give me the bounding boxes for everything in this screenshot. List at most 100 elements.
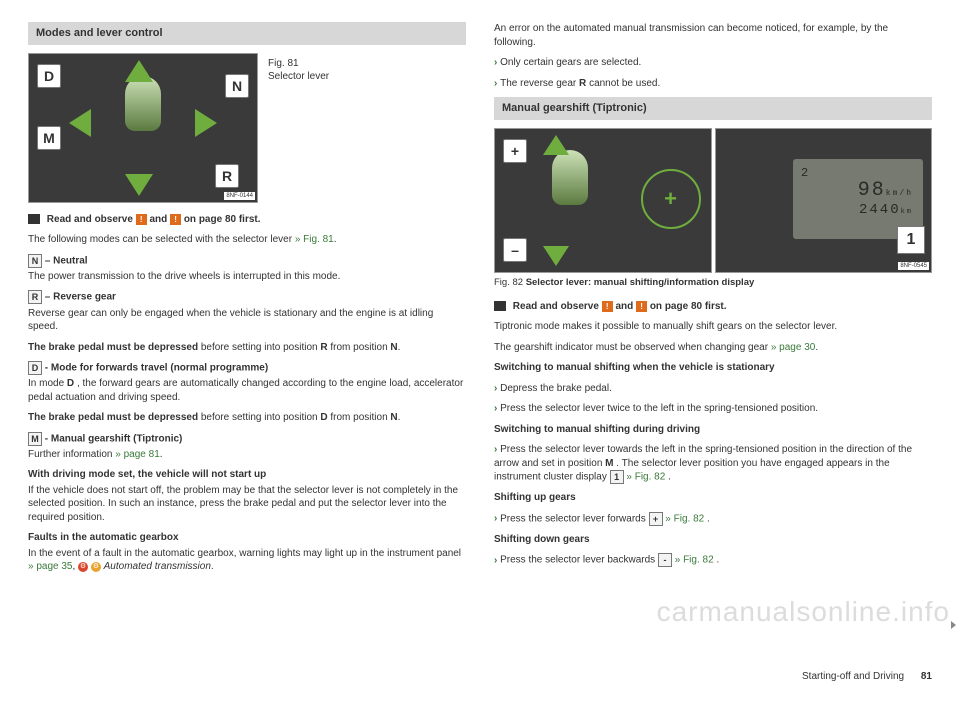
letter-N: N <box>225 74 249 98</box>
mode-R-body: Reverse gear can only be engaged when th… <box>28 307 466 334</box>
shift-up-b1-box: + <box>649 512 663 526</box>
error-b2-pre: The reverse gear <box>500 78 579 89</box>
mode-R-head: R – Reverse gear <box>28 290 466 304</box>
warn-icon-4: ! <box>636 301 647 312</box>
faults-link: » page 35 <box>28 561 73 572</box>
mode-D-title: - Mode for forwards travel (normal progr… <box>45 363 268 374</box>
mode-M-head: M - Manual gearshift (Tiptronic) <box>28 432 466 446</box>
letter-R: R <box>215 164 239 188</box>
mode-D-body-letter: D <box>67 378 74 389</box>
intro-para: The following modes can be selected with… <box>28 233 466 247</box>
brake-R-pre: The brake pedal must be depressed <box>28 342 198 353</box>
speed-unit: km/h <box>886 189 913 198</box>
sw-stationary-b2: Press the selector lever twice to the le… <box>494 402 932 416</box>
odo-val: 2440 <box>859 202 901 218</box>
brake-D: The brake pedal must be depressed before… <box>28 411 466 425</box>
sw-driving-b1: Press the selector lever towards the lef… <box>494 443 932 484</box>
plus-inside-circle: + <box>664 184 677 214</box>
left-column: Modes and lever control D N M R 8NF-0144… <box>28 22 466 581</box>
intro-text: The following modes can be selected with… <box>28 234 295 245</box>
mode-M-body-pre: Further information <box>28 449 115 460</box>
brake-R-end: from position <box>330 342 390 353</box>
ro-mid-r: and <box>615 301 636 312</box>
warn-icon-2: ! <box>170 214 181 225</box>
mode-R-title: – Reverse gear <box>45 292 116 303</box>
continue-triangle-icon <box>951 621 956 629</box>
faults-body-pre: In the event of a fault in the automatic… <box>28 548 461 559</box>
fig81-block: D N M R 8NF-0144 Fig. 81 Selector lever <box>28 53 466 203</box>
sw-driving-b1-box: 1 <box>610 470 624 484</box>
brake-D-end2: N <box>390 412 397 423</box>
read-observe-right: Read and observe ! and ! on page 80 firs… <box>494 300 932 314</box>
shift-up-b1-pre: Press the selector lever forwards <box>500 513 648 524</box>
section-header-modes: Modes and lever control <box>28 22 466 45</box>
error-b2-post: cannot be used. <box>589 78 660 89</box>
faults-title: Faults in the automatic gearbox <box>28 532 179 543</box>
brake-R-post: before setting into position <box>201 342 321 353</box>
odo-display: 2440km <box>859 201 913 220</box>
faults-body: In the event of a fault in the automatic… <box>28 547 466 574</box>
sw-stationary-title: Switching to manual shifting when the ve… <box>494 361 932 375</box>
mode-box-N: N <box>28 254 42 268</box>
mode-N-head: N – Neutral <box>28 254 466 268</box>
fig82-caption-text: Selector lever: manual shifting/informat… <box>526 277 755 288</box>
shift-down-b1-link: » Fig. 82 <box>675 555 717 566</box>
arrow-up-icon-2 <box>543 135 569 155</box>
brake-D-pre: The brake pedal must be depressed <box>28 412 198 423</box>
mode-M-body: Further information » page 81. <box>28 448 466 462</box>
brake-D-letter: D <box>320 412 327 423</box>
arrow-down-icon <box>125 174 153 196</box>
fig82-block: + – + 2 98km/h 2440km 1 <box>494 128 932 273</box>
mode-N-body: The power transmission to the drive whee… <box>28 270 466 284</box>
tip-intro: Tiptronic mode makes it possible to manu… <box>494 320 932 334</box>
mode-N-title: – Neutral <box>45 255 88 266</box>
page: Modes and lever control D N M R 8NF-0144… <box>0 0 960 581</box>
mode-D-body: In mode D , the forward gears are automa… <box>28 377 466 404</box>
watermark: carmanualsonline.info <box>657 593 950 631</box>
gear-ind-link: » page 30 <box>771 342 816 353</box>
minus-box: – <box>503 238 527 262</box>
brake-R-end2: N <box>390 342 397 353</box>
fig82-caption: Fig. 82 Selector lever: manual shifting/… <box>494 277 932 290</box>
mode-box-D: D <box>28 361 42 375</box>
odo-unit: km <box>901 208 913 216</box>
nostart-title: With driving mode set, the vehicle will … <box>28 469 266 480</box>
lever-knob-graphic <box>125 76 161 131</box>
circle-highlight-icon: + <box>641 169 701 229</box>
letter-M: M <box>37 126 61 150</box>
fig81-code: 8NF-0144 <box>224 192 255 200</box>
lever-knob-graphic-2 <box>552 150 588 205</box>
error-intro: An error on the automated manual transmi… <box>494 22 932 49</box>
gear-ind-pre: The gearshift indicator must be observed… <box>494 342 771 353</box>
faults-end: Automated transmission <box>104 561 211 572</box>
warn-circle-red-icon: ⚙ <box>78 562 88 572</box>
mode-D-head: D - Mode for forwards travel (normal pro… <box>28 361 466 375</box>
sw-driving-title: Switching to manual shifting during driv… <box>494 423 932 437</box>
mode-M-link: » page 81 <box>115 449 160 460</box>
one-box: 1 <box>897 226 925 254</box>
sw-stationary-b1: Depress the brake pedal. <box>494 382 932 396</box>
shift-up-title: Shifting up gears <box>494 491 932 505</box>
error-b1: Only certain gears are selected. <box>494 56 932 70</box>
footer-page: 81 <box>921 671 932 682</box>
mode-M-title: - Manual gearshift (Tiptronic) <box>45 433 183 444</box>
fig82-code: 8NF-0545 <box>898 262 929 270</box>
sw-driving-b1-link: » Fig. 82 <box>626 472 668 483</box>
brake-R-letter: R <box>320 342 327 353</box>
arrow-up-icon <box>125 60 153 82</box>
shift-down-b1: Press the selector lever backwards - » F… <box>494 553 932 567</box>
speed-val: 98 <box>858 179 886 202</box>
shift-up-b1-link: » Fig. 82 <box>665 513 707 524</box>
fig81-num: Fig. 81 <box>268 58 299 69</box>
shift-down-title: Shifting down gears <box>494 533 932 547</box>
warn-icon-3: ! <box>602 301 613 312</box>
shift-down-b1-pre: Press the selector lever backwards <box>500 555 658 566</box>
speed-display: 98km/h <box>858 177 913 204</box>
brake-D-post: before setting into position <box>201 412 321 423</box>
ro-suf-r: on page 80 first. <box>650 301 727 312</box>
mode-D-body-pre: In mode <box>28 378 67 389</box>
error-b2: The reverse gear R cannot be used. <box>494 77 932 91</box>
shift-up-b1: Press the selector lever forwards + » Fi… <box>494 512 932 526</box>
fig81-image: D N M R 8NF-0144 <box>28 53 258 203</box>
fig82-caption-pre: Fig. 82 <box>494 277 526 288</box>
